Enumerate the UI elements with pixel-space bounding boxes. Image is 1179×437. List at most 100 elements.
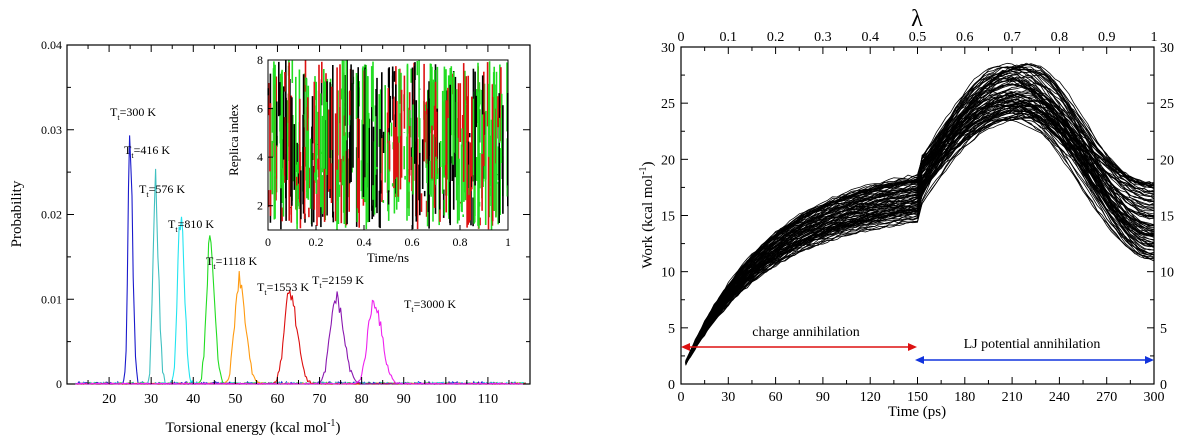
lj-arrow-head-left (915, 356, 924, 364)
charge-annotation: charge annihilation (752, 325, 859, 340)
work-curve (685, 66, 1155, 365)
work-curve (685, 66, 1155, 363)
right-xtick-label: 300 (1144, 390, 1165, 405)
inset-frame (267, 59, 509, 231)
right-xtick-label: 150 (907, 390, 928, 405)
work-curve (685, 76, 1155, 363)
work-curve (685, 70, 1155, 362)
left-xtick-label: 100 (435, 392, 456, 407)
work-curve (685, 99, 1155, 364)
left-temperature-labels: Tt=300 KTt=416 KTt=576 KTt=810 KTt=1118 … (110, 105, 456, 314)
right-xtick-label: 30 (721, 390, 735, 405)
right-ylabel-main: Work (kcal mol (640, 175, 656, 269)
right-top-tick-label: 0.3 (814, 30, 832, 45)
right-ytick-label-right: 5 (1160, 322, 1167, 337)
work-curve (685, 96, 1155, 364)
left-xtick-label: 90 (397, 392, 411, 407)
left-ytick-label: 0.01 (41, 292, 62, 306)
work-curve (685, 67, 1155, 362)
right-xtick-label: 0 (678, 390, 685, 405)
temperature-label-sub: t (146, 190, 149, 199)
right-ytick-label: 30 (661, 41, 675, 56)
temperature-label-prefix: T (312, 273, 320, 287)
temperature-label-2: Tt=416 K (124, 143, 170, 160)
temperature-label-value: =810 K (178, 217, 215, 231)
left-ytick-label: 0.03 (41, 123, 62, 137)
right-xtick-label: 90 (816, 390, 830, 405)
left-chart: 20 30 40 50 60 70 80 90 100 11000.010.020.030.04 … (9, 38, 531, 436)
inset-ytick-label: 8 (257, 53, 263, 67)
work-curve (685, 72, 1155, 363)
distribution-curve-8 (75, 299, 526, 385)
right-xlabel: Time (ps) (888, 404, 946, 420)
right-top-tick-label: 0.2 (767, 30, 785, 45)
charge-arrow-head-left (681, 343, 690, 351)
right-top-tick-label: 1 (1151, 30, 1158, 45)
temperature-label-7: Tt=2159 K (312, 273, 364, 290)
work-curve (685, 79, 1155, 364)
right-ytick-label: 10 (661, 266, 675, 281)
right-ytick-label-right: 0 (1160, 378, 1167, 393)
work-curve (685, 71, 1155, 363)
right-top-label: λ (911, 6, 923, 32)
left-xtick-label: 50 (228, 392, 242, 407)
work-curve (685, 83, 1155, 363)
left-xtick-label: 60 (270, 392, 284, 407)
inset-axis-ticks: 0 0.2 0.4 0.6 0.8 1 2 4 6 8 (257, 53, 511, 249)
inset-xtick-label: 0.8 (453, 235, 468, 249)
right-top-tick-label: 0.5 (909, 30, 927, 45)
left-ytick-label: 0 (56, 377, 62, 391)
right-xtick-label: 120 (860, 390, 881, 405)
temperature-label-6: Tt=1553 K (257, 280, 309, 297)
work-curve (685, 99, 1155, 363)
left-distribution-curves (75, 135, 526, 386)
temperature-label-3: Tt=576 K (139, 182, 185, 199)
right-xtick-label: 240 (1049, 390, 1070, 405)
work-curve (685, 69, 1155, 363)
right-top-tick-label: 0.6 (956, 30, 974, 45)
inset-ytick-label: 4 (257, 150, 263, 164)
work-curve (685, 62, 1155, 365)
right-work-curves (685, 62, 1155, 366)
right-ytick-label-right: 10 (1160, 266, 1174, 281)
left-xtick-label: 40 (186, 392, 200, 407)
right-ytick-label: 5 (668, 322, 675, 337)
inset-xtick-label: 0.2 (309, 235, 324, 249)
right-ytick-label-right: 20 (1160, 153, 1174, 168)
inset-ylabel: Replica index (226, 104, 241, 176)
work-curve (685, 65, 1155, 365)
lj-arrow-head-right (1145, 356, 1154, 364)
right-top-tick-label: 0 (678, 30, 685, 45)
right-xtick-label: 180 (954, 390, 975, 405)
left-xtick-label: 30 (144, 392, 158, 407)
temperature-label-1: Tt=300 K (110, 105, 156, 122)
work-curve (685, 99, 1155, 365)
left-xlabel: Torsional energy (kcal mol-1) (166, 418, 341, 436)
right-axis-ticks: 0 30 60 90 120 150 180 210 240 270 3000 0.1 0.2 0.3 0.… (661, 30, 1174, 405)
temperature-label-prefix: T (404, 297, 412, 311)
temperature-label-8: Tt=3000 K (404, 297, 456, 314)
right-ytick-label: 20 (661, 153, 675, 168)
right-xtick-label: 60 (769, 390, 783, 405)
left-ytick-label: 0.02 (41, 208, 62, 222)
right-ytick-label: 25 (661, 97, 675, 112)
right-ylabel-sup: -1 (638, 166, 649, 174)
distribution-curve-4 (75, 235, 526, 385)
left-xtick-label: 20 (102, 392, 116, 407)
work-curve (685, 79, 1155, 362)
inset-xtick-label: 0.4 (357, 235, 372, 249)
work-curve (685, 113, 1155, 364)
work-curve (685, 100, 1155, 362)
left-xlabel-main: Torsional energy (kcal mol (166, 420, 328, 436)
left-xtick-label: 80 (355, 392, 369, 407)
temperature-label-sub: t (175, 225, 178, 234)
left-xlabel-sup: -1 (327, 418, 335, 429)
temperature-label-4: Tt=810 K (168, 217, 214, 234)
temperature-label-value: =1553 K (267, 280, 310, 294)
work-curve (685, 64, 1155, 365)
right-chart: 0 30 60 90 120 150 180 210 240 270 3000 0.1 0.2 0.3 0.… (638, 6, 1174, 420)
left-xtick-label: 70 (313, 392, 327, 407)
work-curve (685, 82, 1155, 364)
temperature-label-value: =3000 K (414, 297, 457, 311)
